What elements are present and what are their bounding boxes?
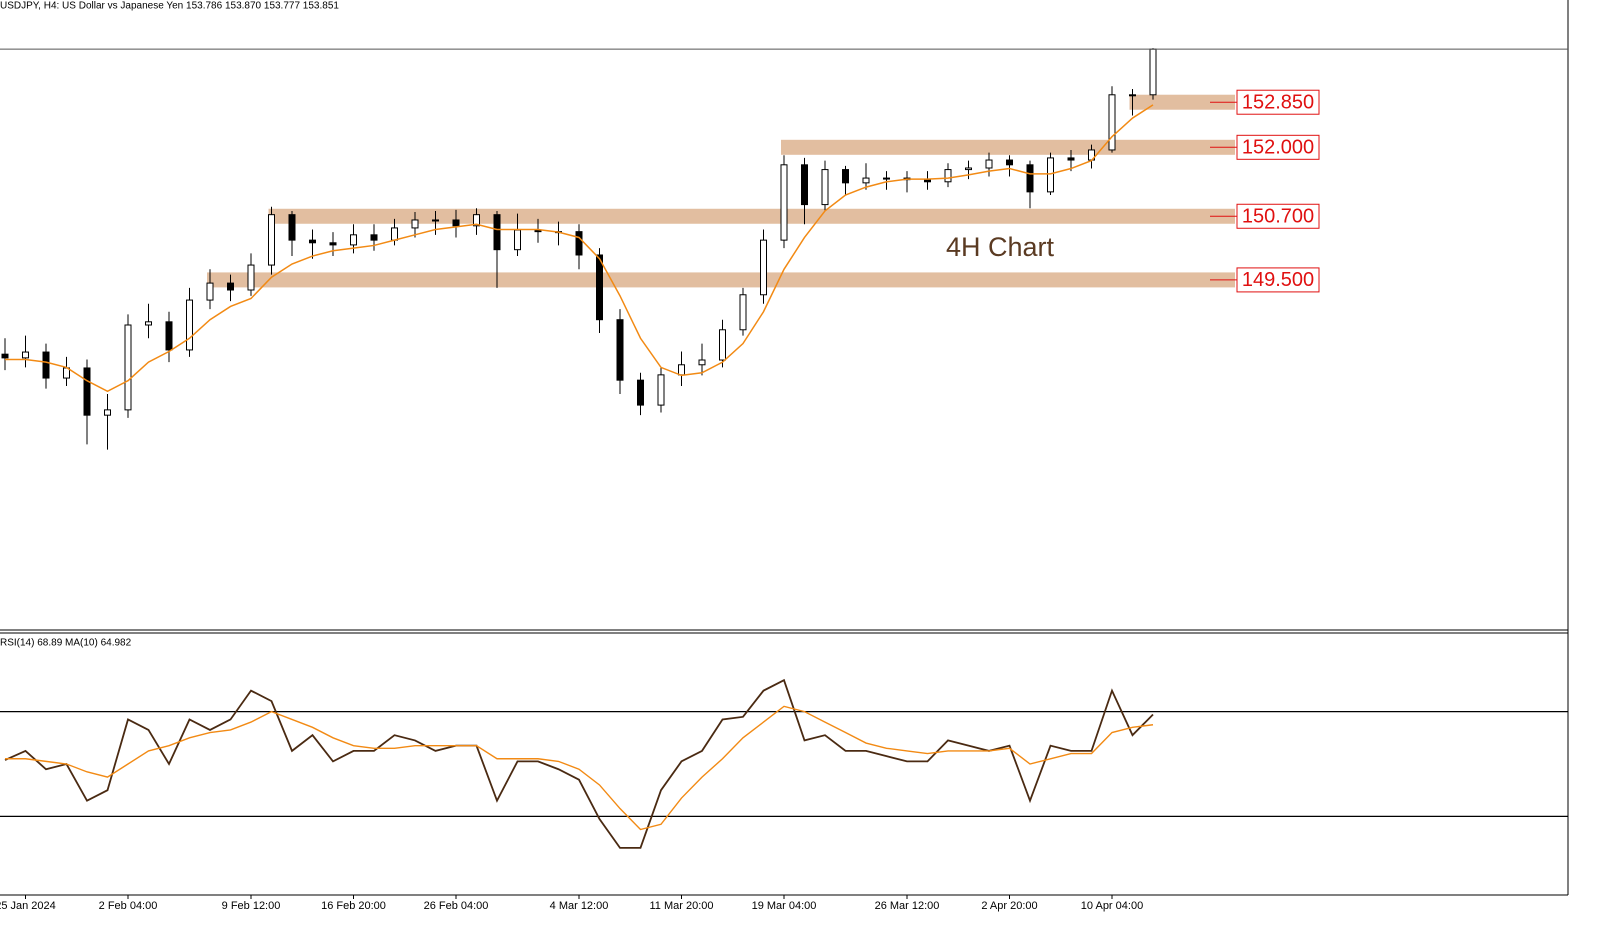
- annotation: 4H Chart: [946, 232, 1055, 262]
- x-tick-label: 11 Mar 20:00: [649, 900, 713, 912]
- candle-body: [1149, 48, 1157, 96]
- candle-body: [1067, 157, 1075, 161]
- rsi-line: [5, 705, 1154, 831]
- candle-body: [165, 321, 173, 351]
- candle-body: [760, 239, 767, 296]
- chart-title: USDJPY, H4: US Dollar vs Japanese Yen 15…: [0, 1, 339, 12]
- candle-body: [657, 374, 665, 406]
- candle-body: [124, 324, 132, 411]
- candle-body: [309, 239, 316, 244]
- candle-body: [985, 159, 993, 169]
- zone-label-box: [1236, 267, 1320, 293]
- candle-body: [575, 231, 583, 256]
- candle-body: [719, 329, 726, 361]
- x-tick-label: 10 Apr 04:00: [1081, 900, 1143, 912]
- zone: [781, 139, 1235, 155]
- candle-body: [678, 364, 685, 376]
- candle-body: [637, 379, 644, 406]
- candle-body: [924, 179, 931, 183]
- x-tick-label: 2 Feb 04:00: [99, 900, 158, 912]
- candle-body: [288, 214, 296, 241]
- zone-label-box: [1236, 203, 1320, 229]
- candle-body: [842, 169, 849, 184]
- candle-body: [1108, 94, 1116, 151]
- candle-body: [1129, 94, 1136, 97]
- candle-body: [493, 214, 501, 251]
- candle-body: [473, 214, 480, 227]
- candle-body: [350, 234, 357, 246]
- candle-body: [411, 219, 419, 229]
- candle-body: [145, 321, 152, 326]
- candle-body: [42, 351, 50, 379]
- zone: [268, 208, 1235, 224]
- candle-body: [1026, 164, 1034, 193]
- candle-body: [801, 164, 808, 206]
- candle-body: [329, 242, 337, 246]
- candle-body: [268, 214, 275, 266]
- x-tick-label: 25 Jan 2024: [0, 900, 56, 912]
- candle-body: [1006, 159, 1013, 166]
- zone-label: 152.000: [1242, 137, 1314, 159]
- zone-label-box: [1236, 89, 1320, 115]
- candle-body: [391, 227, 398, 241]
- candle-body: [883, 177, 890, 180]
- x-tick-label: 26 Feb 04:00: [424, 900, 489, 912]
- candle-body: [698, 359, 706, 366]
- zone: [1129, 94, 1235, 110]
- candle-body: [83, 367, 91, 416]
- candle-body: [514, 229, 521, 251]
- x-tick-label: 19 Mar 04:00: [752, 900, 817, 912]
- zone-label: 152.850: [1242, 91, 1314, 113]
- candle-body: [780, 164, 788, 241]
- candle-body: [965, 167, 972, 171]
- x-tick-label: 4 Mar 12:00: [550, 900, 609, 912]
- candle-body: [370, 234, 378, 241]
- candle-body: [227, 282, 234, 291]
- moving-average: [5, 104, 1154, 393]
- candle-body: [432, 219, 439, 222]
- zone-label: 149.500: [1242, 269, 1314, 291]
- candle-body: [862, 177, 870, 184]
- zone: [207, 272, 1235, 288]
- candle-body: [596, 254, 603, 321]
- zone-label: 150.700: [1242, 206, 1314, 228]
- x-tick-label: 26 Mar 12:00: [875, 900, 940, 912]
- candle-body: [821, 169, 829, 206]
- x-tick-label: 9 Feb 12:00: [222, 900, 281, 912]
- candle-body: [104, 409, 111, 416]
- x-tick-label: 2 Apr 20:00: [981, 900, 1037, 912]
- candle-body: [22, 351, 29, 359]
- candle-body: [616, 319, 624, 381]
- candle-body: [1047, 157, 1054, 193]
- rsi-title: RSI(14) 68.89 MA(10) 64.982: [0, 638, 132, 649]
- candle-body: [247, 264, 255, 291]
- candle-body: [739, 294, 747, 331]
- x-tick-label: 16 Feb 20:00: [321, 900, 386, 912]
- candle-body: [1, 353, 9, 359]
- candle-body: [944, 169, 952, 183]
- zone-label-box: [1236, 134, 1320, 160]
- candle-body: [186, 299, 193, 351]
- candle-body: [452, 219, 460, 227]
- candle-body: [206, 282, 214, 301]
- rsi-line: [4, 678, 1154, 849]
